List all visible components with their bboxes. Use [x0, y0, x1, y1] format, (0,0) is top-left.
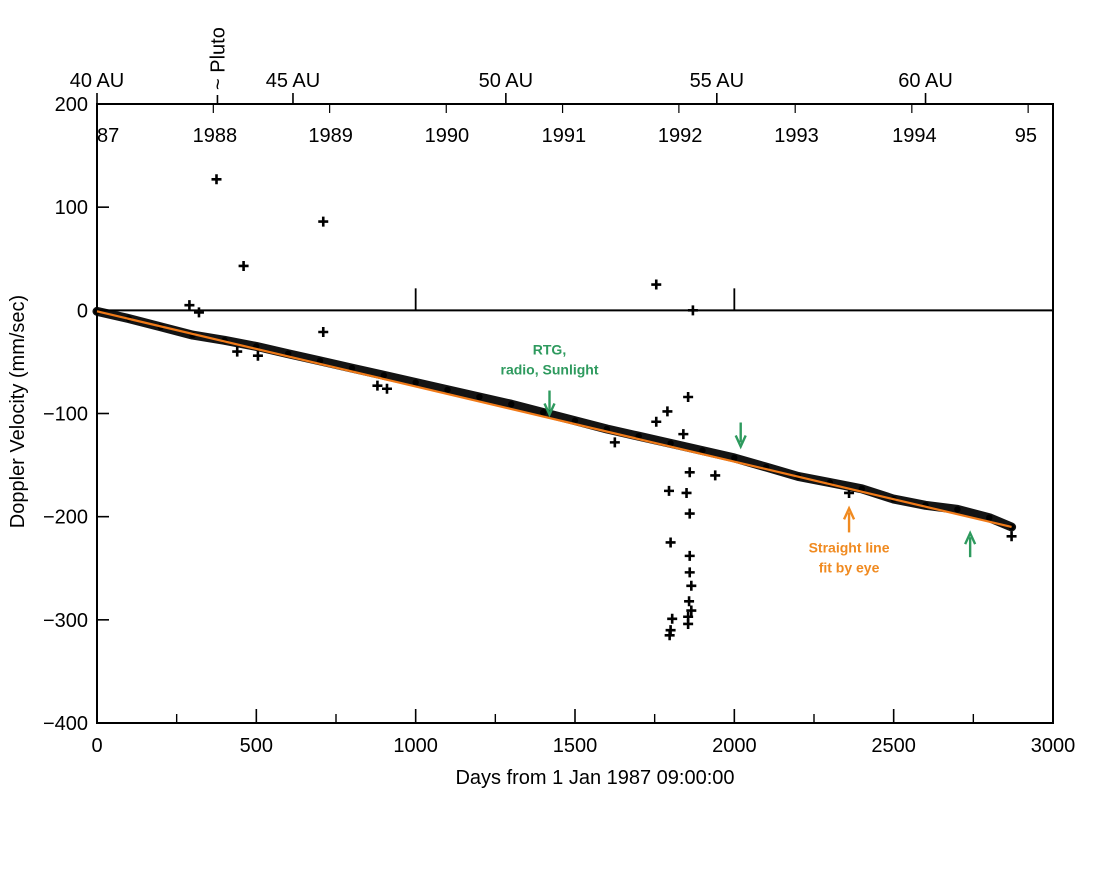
x-tick-label: 500 [240, 735, 273, 757]
residual-point [412, 379, 419, 386]
outlier-point [683, 391, 694, 402]
outlier-point [681, 487, 692, 498]
x-axis-title: Days from 1 Jan 1987 09:00:00 [455, 767, 734, 789]
residual-point [380, 372, 387, 379]
y-axis-title: Doppler Velocity (mm/sec) [7, 295, 29, 528]
x-tick-label: 0 [91, 735, 102, 757]
outlier-point [184, 300, 195, 311]
outlier-point [662, 406, 673, 417]
outlier-point [381, 383, 392, 394]
outlier-point [1006, 531, 1017, 542]
top-au-label: 50 AU [479, 70, 533, 92]
top-au-label: 40 AU [70, 70, 124, 92]
residual-point [986, 514, 993, 521]
outlier-point [683, 618, 694, 629]
outlier-point [684, 567, 695, 578]
residual-point [508, 401, 515, 408]
year-label: 1993 [774, 125, 819, 147]
annotation-arrow-head [734, 435, 747, 450]
residual-point [667, 440, 674, 447]
top-au-label: 45 AU [266, 70, 320, 92]
outlier-point [664, 630, 675, 641]
outlier-point [609, 437, 620, 448]
x-tick-label: 1500 [553, 735, 598, 757]
annotation-text: fit by eye [819, 559, 880, 575]
annotation-arrow-head [964, 530, 977, 545]
outlier-point [318, 326, 329, 337]
outlier-point [372, 380, 383, 391]
outlier-point [667, 613, 678, 624]
y-tick-label: −100 [43, 404, 88, 426]
outlier-point [651, 279, 662, 290]
year-label: 1989 [308, 125, 353, 147]
outlier-point [686, 580, 697, 591]
year-label: 1994 [892, 125, 937, 147]
outlier-point [211, 174, 222, 185]
residual-point [731, 454, 738, 462]
year-label: 1988 [193, 125, 238, 147]
residual-band [92, 306, 1017, 532]
annotation-text: radio, Sunlight [501, 362, 599, 378]
residual-point [699, 447, 706, 454]
pluto-label: ~ Pluto [207, 27, 229, 90]
y-tick-label: 200 [55, 94, 88, 116]
outlier-point [232, 346, 243, 357]
y-tick-label: 0 [77, 300, 88, 322]
x-tick-label: 2500 [871, 735, 916, 757]
annotation-arrow-head [543, 403, 556, 418]
year-label: 1990 [425, 125, 470, 147]
year-label: 95 [1015, 125, 1037, 147]
plot-frame [96, 103, 1054, 724]
year-label: 1991 [542, 125, 587, 147]
outlier-point [687, 305, 698, 316]
outlier-point [318, 216, 329, 227]
outlier-point [684, 467, 695, 478]
top-au-label: 60 AU [898, 70, 952, 92]
year-label: 87 [97, 125, 119, 147]
outlier-point [684, 508, 695, 519]
outlier-point [684, 596, 695, 607]
year-label: 1992 [658, 125, 703, 147]
outlier-point [710, 470, 721, 481]
residual-point [348, 364, 356, 372]
outlier-point [651, 416, 662, 427]
x-tick-label: 3000 [1031, 735, 1076, 757]
outlier-point [678, 429, 689, 440]
residual-point [539, 409, 547, 416]
residual-point [571, 417, 579, 424]
x-tick-label: 1000 [393, 735, 438, 757]
top-au-label: 55 AU [690, 70, 744, 92]
residual-point [444, 386, 451, 393]
outlier-point [684, 550, 695, 561]
outlier-point [238, 260, 249, 271]
fit-line [96, 310, 1012, 529]
y-tick-label: −400 [43, 713, 88, 735]
annotation-arrow-head [842, 505, 856, 520]
outlier-point [686, 605, 697, 616]
residual-point [954, 506, 961, 513]
outlier-point [665, 537, 676, 548]
y-tick-label: −300 [43, 610, 88, 632]
annotation-text: RTG, [533, 342, 566, 358]
outlier-point [664, 485, 675, 496]
x-tick-label: 2000 [712, 735, 757, 757]
outlier-point [252, 350, 263, 361]
residual-point [476, 393, 483, 401]
y-tick-label: 100 [55, 197, 88, 219]
y-tick-label: −200 [43, 507, 88, 529]
outlier-point [193, 307, 204, 318]
annotation-text: Straight line [809, 539, 890, 555]
